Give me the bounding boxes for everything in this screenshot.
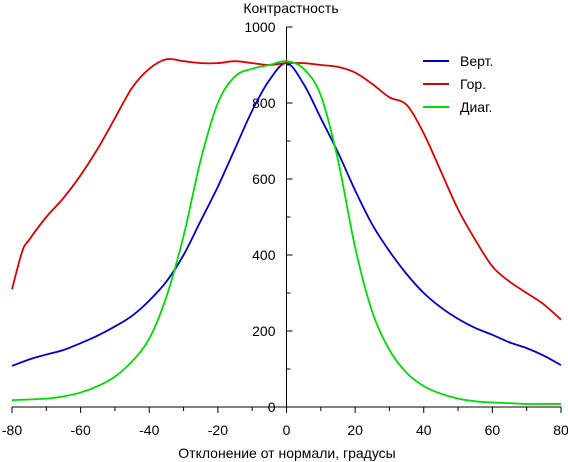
x-tick-label: -20 xyxy=(208,422,228,438)
y-tick-label: 0 xyxy=(268,399,276,415)
y-tick-label: 400 xyxy=(252,247,276,263)
y-tick-label: 600 xyxy=(252,171,276,187)
series-line-3 xyxy=(11,60,561,405)
legend-label: Гор. xyxy=(460,76,486,92)
x-tick-label: 60 xyxy=(485,422,501,438)
x-tick-label: -80 xyxy=(2,422,22,438)
x-tick-label: -40 xyxy=(139,422,159,438)
x-axis-label: Отклонение от нормали, градусы xyxy=(178,445,395,461)
x-tick-label: 40 xyxy=(416,422,432,438)
x-tick-label: 20 xyxy=(347,422,363,438)
legend: Верт. Гор. Диаг. xyxy=(423,53,493,115)
x-tick-label: 0 xyxy=(283,422,291,438)
series-line-2 xyxy=(11,58,562,321)
y-axis-label: Контрастность xyxy=(243,0,338,16)
x-tick-label: -60 xyxy=(71,422,91,438)
y-tick-label: 200 xyxy=(252,323,276,339)
x-ticks: -80 -60 -40 -20 0 20 40 60 80 xyxy=(2,407,568,438)
y-tick-label: 1000 xyxy=(244,19,275,35)
legend-label: Верт. xyxy=(460,53,493,69)
series-lines xyxy=(11,58,562,405)
x-tick-label: 80 xyxy=(553,422,568,438)
legend-label: Диаг. xyxy=(460,99,492,115)
